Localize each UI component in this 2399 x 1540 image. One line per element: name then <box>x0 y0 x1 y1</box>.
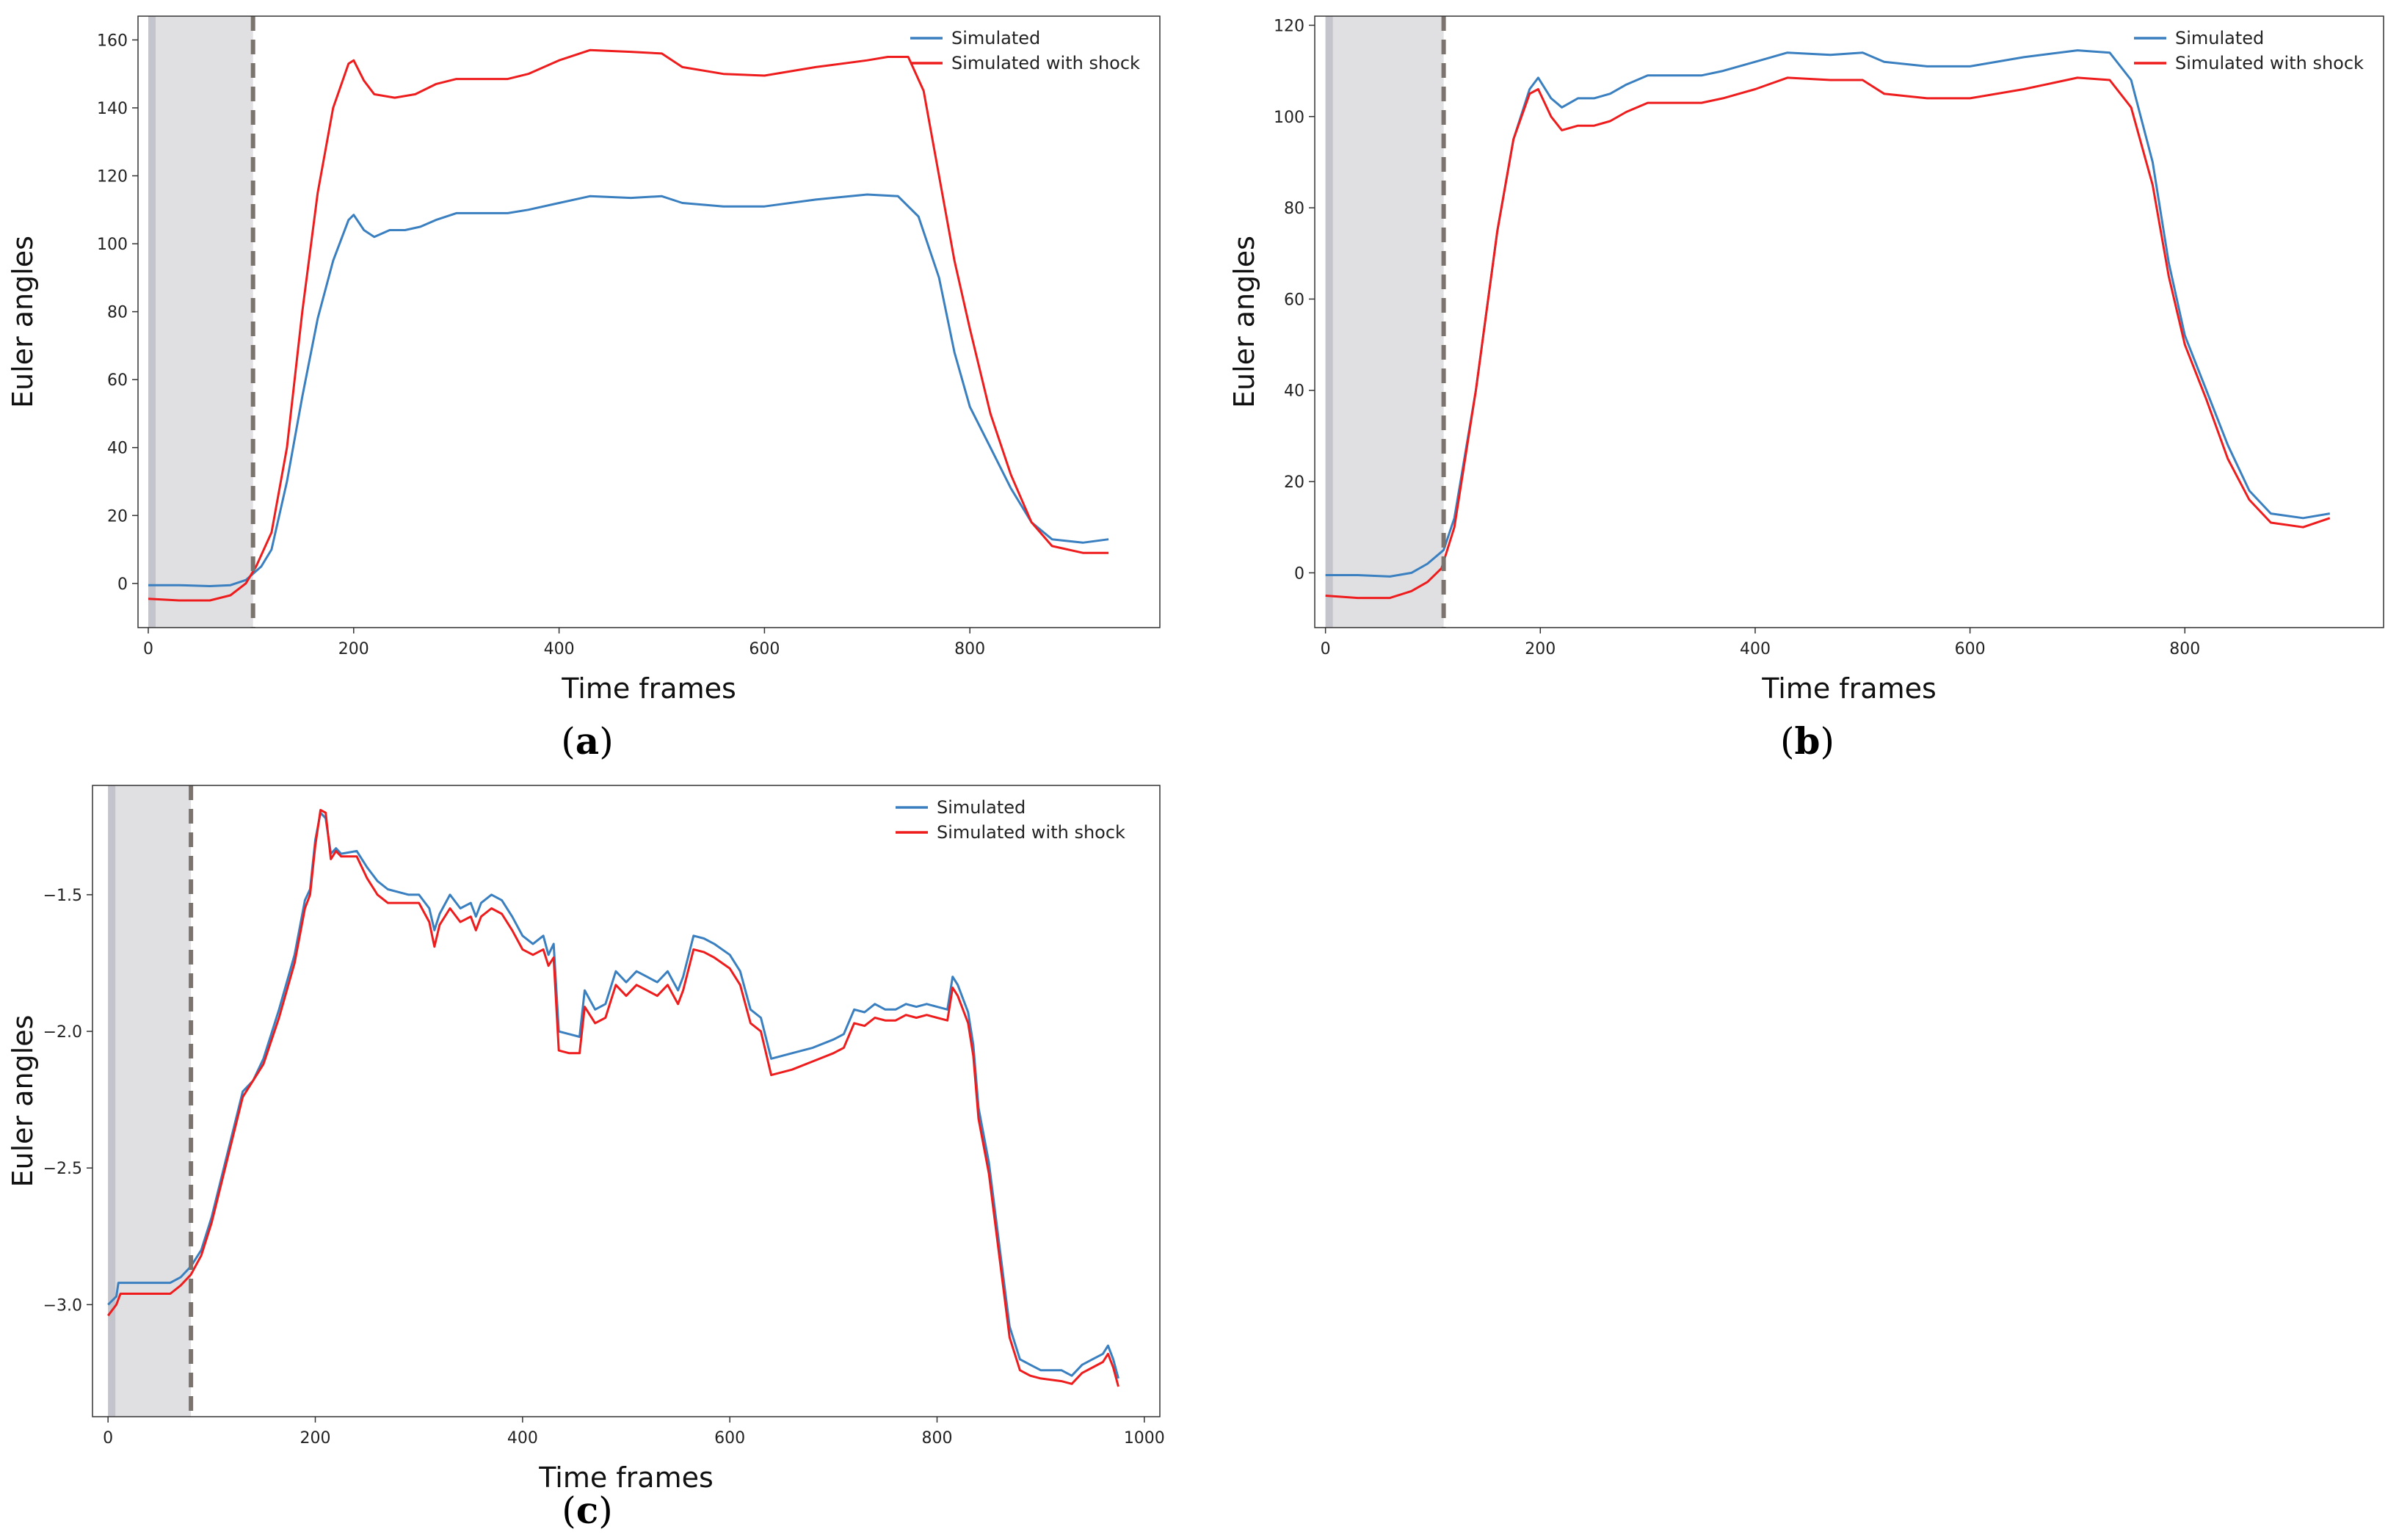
x-tick-label: 400 <box>544 640 575 658</box>
series-shock-line <box>107 809 1119 1387</box>
x-tick-label: 600 <box>1955 640 1986 658</box>
chart-a: 0 200 400 600 800 0 20 40 60 80 100 120 140 160 Time f… <box>7 15 1161 705</box>
y-tick-label: 140 <box>97 100 128 118</box>
y-tick-label: 80 <box>107 304 128 322</box>
x-axis-title: Time frames <box>538 1461 714 1494</box>
x-tick-label: 400 <box>507 1429 538 1448</box>
y-tick-label: 40 <box>107 440 128 458</box>
shaded-region <box>1325 16 1444 628</box>
x-tick-label: 800 <box>2169 640 2200 658</box>
legend-shock-label: Simulated with shock <box>2175 53 2364 73</box>
x-tick-label: 0 <box>1321 640 1331 658</box>
y-tick-label: −3.0 <box>43 1296 82 1315</box>
y-tick-label: 40 <box>1284 382 1304 401</box>
y-tick-label: 80 <box>1284 200 1304 218</box>
x-tick-label: 200 <box>1525 640 1556 658</box>
y-tick-label: 100 <box>1274 109 1304 127</box>
y-tick-label: 120 <box>97 168 128 186</box>
chart-c: 0 200 400 600 800 1000 −3.0 −2.5 −2.0 −1.5 Time fr… <box>7 785 1165 1494</box>
chart-b: 0 200 400 600 800 0 20 40 60 80 100 120 Time frames E… <box>1228 15 2384 705</box>
shaded-region <box>148 16 253 628</box>
y-tick-label: 60 <box>1284 291 1304 309</box>
y-tick-label: −1.5 <box>43 887 82 905</box>
y-tick-label: 20 <box>107 507 128 526</box>
y-tick-label: −2.5 <box>43 1160 82 1178</box>
y-tick-label: 0 <box>117 575 128 594</box>
x-tick-label: 600 <box>749 640 780 658</box>
x-axis-title: Time frames <box>561 672 736 705</box>
series-simulated-line <box>148 193 1109 587</box>
x-tick-label: 400 <box>1740 640 1771 658</box>
x-tick-label: 800 <box>921 1429 952 1448</box>
y-axis-title: Euler angles <box>1228 236 1260 408</box>
y-tick-label: 100 <box>97 236 128 254</box>
x-tick-label: 200 <box>338 640 369 658</box>
series-simulated-line <box>1325 49 2331 578</box>
caption-c: (c) <box>562 1489 613 1532</box>
y-axis-title: Euler angles <box>7 236 39 408</box>
y-tick-label: −2.0 <box>43 1023 82 1042</box>
y-tick-label: 60 <box>107 371 128 390</box>
shaded-region-edge <box>148 16 156 628</box>
x-tick-label: 800 <box>954 640 985 658</box>
series-simulated-line <box>107 811 1119 1379</box>
legend-shock-label: Simulated with shock <box>937 822 1125 843</box>
caption-a: (a) <box>561 719 614 763</box>
legend-simulated-label: Simulated <box>951 28 1040 48</box>
caption-b: (b) <box>1780 719 1834 763</box>
y-tick-label: 120 <box>1274 17 1304 35</box>
x-tick-label: 1000 <box>1124 1429 1165 1448</box>
legend-shock-label: Simulated with shock <box>951 53 1140 73</box>
series-shock-line <box>1325 76 2331 600</box>
y-tick-label: 20 <box>1284 473 1304 492</box>
y-axis-title: Euler angles <box>7 1015 39 1188</box>
plot-frame <box>92 785 1161 1417</box>
shaded-region-edge <box>108 785 116 1417</box>
plot-frame <box>137 15 1161 628</box>
x-tick-label: 600 <box>714 1429 745 1448</box>
x-axis-title: Time frames <box>1761 672 1937 705</box>
shaded-region <box>108 785 192 1417</box>
plot-frame <box>1314 15 2384 628</box>
x-tick-label: 200 <box>300 1429 331 1448</box>
legend-simulated-label: Simulated <box>2175 28 2264 48</box>
series-shock-line <box>148 48 1109 602</box>
x-tick-label: 0 <box>103 1429 113 1448</box>
y-tick-label: 160 <box>97 32 128 50</box>
y-tick-label: 0 <box>1294 564 1304 583</box>
legend-simulated-label: Simulated <box>937 797 1026 818</box>
x-tick-label: 0 <box>143 640 153 658</box>
shaded-region-edge <box>1325 16 1333 628</box>
